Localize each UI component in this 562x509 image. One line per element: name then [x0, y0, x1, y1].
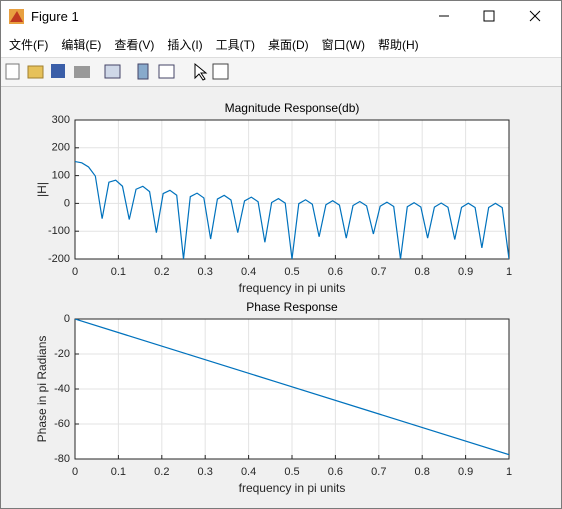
- property-button[interactable]: [212, 63, 229, 80]
- legend-button[interactable]: [158, 64, 175, 79]
- y-tick-label: 200: [52, 142, 70, 154]
- window-controls: [439, 10, 541, 22]
- maximize-button[interactable]: [483, 10, 495, 22]
- y-tick-label: 0: [64, 197, 70, 209]
- x-tick-label: 0: [72, 266, 78, 278]
- x-tick-label: 0.3: [198, 266, 213, 278]
- y-tick-label: -60: [54, 418, 70, 430]
- data-line: [75, 160, 509, 259]
- y-tick-label: -100: [48, 225, 70, 237]
- chart-title: Magnitude Response(db): [225, 101, 360, 115]
- y-tick-label: 0: [64, 313, 70, 325]
- colorbar-button[interactable]: [137, 63, 149, 80]
- y-tick-label: -40: [54, 383, 70, 395]
- menu-item[interactable]: 桌面(D): [267, 37, 309, 52]
- print-button[interactable]: [74, 66, 90, 78]
- open-button[interactable]: [27, 65, 44, 79]
- x-tick-label: 0.7: [371, 266, 386, 278]
- x-tick-label: 1: [506, 266, 512, 278]
- x-tick-label: 0.9: [458, 266, 473, 278]
- x-tick-label: 0.7: [371, 466, 386, 478]
- x-tick-label: 0.8: [415, 466, 430, 478]
- figure-area: 0 0.1 0.2 0.3 0.4 0.5 0.6 0.7 0.8 0.9 1-200-100010…: [35, 101, 512, 495]
- x-axis-label: frequency in pi units: [239, 281, 346, 295]
- x-tick-label: 0.1: [111, 466, 126, 478]
- data-line: [75, 319, 509, 456]
- x-tick-label: 0.2: [154, 466, 169, 478]
- close-button[interactable]: [529, 10, 541, 22]
- x-tick-label: 0.8: [415, 266, 430, 278]
- x-tick-label: 0.6: [328, 466, 343, 478]
- y-tick-label: 300: [52, 114, 70, 126]
- y-tick-label: 100: [52, 170, 70, 182]
- x-tick-label: 0.5: [284, 266, 299, 278]
- x-tick-label: 0.4: [241, 266, 256, 278]
- menu-item[interactable]: 查看(V): [114, 37, 155, 52]
- edit-button[interactable]: [194, 62, 208, 81]
- menu-item[interactable]: 窗口(W): [321, 37, 365, 52]
- x-axis-label: frequency in pi units: [239, 481, 346, 495]
- menu-item[interactable]: 工具(T): [215, 37, 255, 52]
- new-button[interactable]: [5, 63, 20, 80]
- y-tick-label: -200: [48, 253, 70, 265]
- x-tick-label: 0.3: [198, 466, 213, 478]
- toolbar: [1, 57, 561, 87]
- chart-title: Phase Response: [246, 300, 338, 314]
- y-axis-label: |H|: [35, 182, 49, 197]
- y-tick-label: -80: [54, 453, 70, 465]
- toolbar-icons: [5, 62, 229, 81]
- x-tick-label: 0.2: [154, 266, 169, 278]
- app-icon: [9, 9, 24, 24]
- x-tick-label: 0: [72, 466, 78, 478]
- menu-item[interactable]: 文件(F): [9, 37, 49, 52]
- x-tick-label: 0.5: [284, 466, 299, 478]
- axes-box: [74, 318, 510, 460]
- x-tick-label: 0.9: [458, 466, 473, 478]
- x-tick-label: 0.1: [111, 266, 126, 278]
- window-title: Figure 1: [31, 9, 79, 24]
- save-button[interactable]: [51, 64, 65, 78]
- menu-bar: 文件(F) 编辑(E) 查看(V) 插入(I) 工具(T) 桌面(D) 窗口(W) 帮助(H): [1, 31, 561, 57]
- link-button[interactable]: [104, 64, 121, 79]
- x-tick-label: 1: [506, 466, 512, 478]
- x-tick-label: 0.6: [328, 266, 343, 278]
- y-tick-label: -20: [54, 348, 70, 360]
- menu-item[interactable]: 编辑(E): [61, 37, 102, 52]
- menu-item[interactable]: 插入(I): [167, 37, 203, 52]
- y-axis-label: Phase in pi Radians: [35, 336, 49, 443]
- title-bar: Figure 1: [1, 1, 561, 31]
- x-tick-label: 0.4: [241, 466, 256, 478]
- menu-item[interactable]: 帮助(H): [377, 37, 419, 52]
